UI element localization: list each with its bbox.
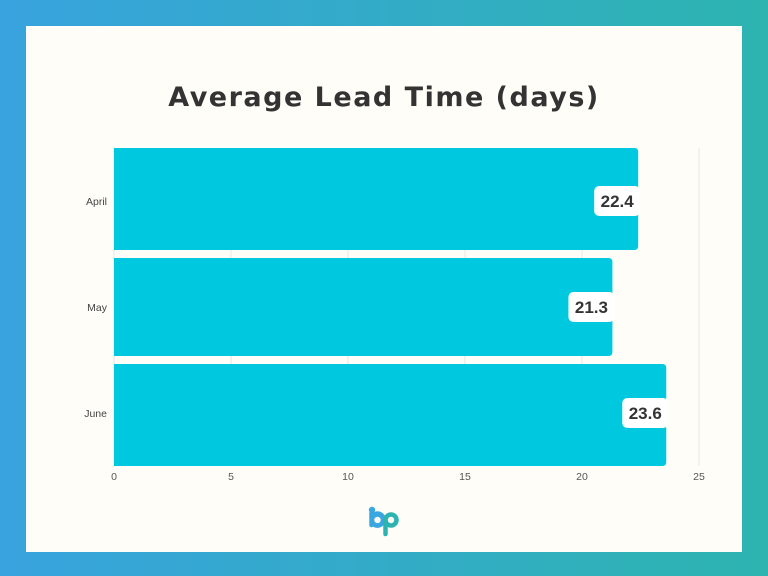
data-label: 22.4	[601, 192, 635, 211]
bar	[114, 148, 639, 250]
y-tick-label: June	[84, 408, 107, 420]
data-label-box	[622, 398, 669, 428]
data-label: 23.6	[629, 404, 662, 423]
chart-title: Average Lead Time (days)	[168, 82, 600, 113]
x-tick-label: 10	[342, 471, 354, 483]
x-tick-label: 15	[459, 471, 471, 483]
chart-card: Average Lead Time (days) 0 5 10 15 20 25 April…	[26, 26, 742, 552]
y-tick-label: April	[86, 196, 107, 208]
x-tick-label: 0	[111, 471, 117, 483]
data-label-box	[568, 292, 615, 322]
bar	[114, 258, 613, 356]
bar	[114, 364, 667, 466]
y-tick-label: May	[87, 302, 108, 314]
bp-logo-icon: bp	[368, 506, 399, 537]
data-label: 21.3	[575, 298, 608, 317]
x-tick-label: 5	[228, 471, 234, 483]
bar-chart: 0 5 10 15 20 25 April 22.4 May 21.3 June 23.6	[84, 148, 705, 483]
x-tick-label: 25	[693, 471, 705, 483]
x-tick-label: 20	[576, 471, 588, 483]
data-label-box	[594, 186, 641, 216]
